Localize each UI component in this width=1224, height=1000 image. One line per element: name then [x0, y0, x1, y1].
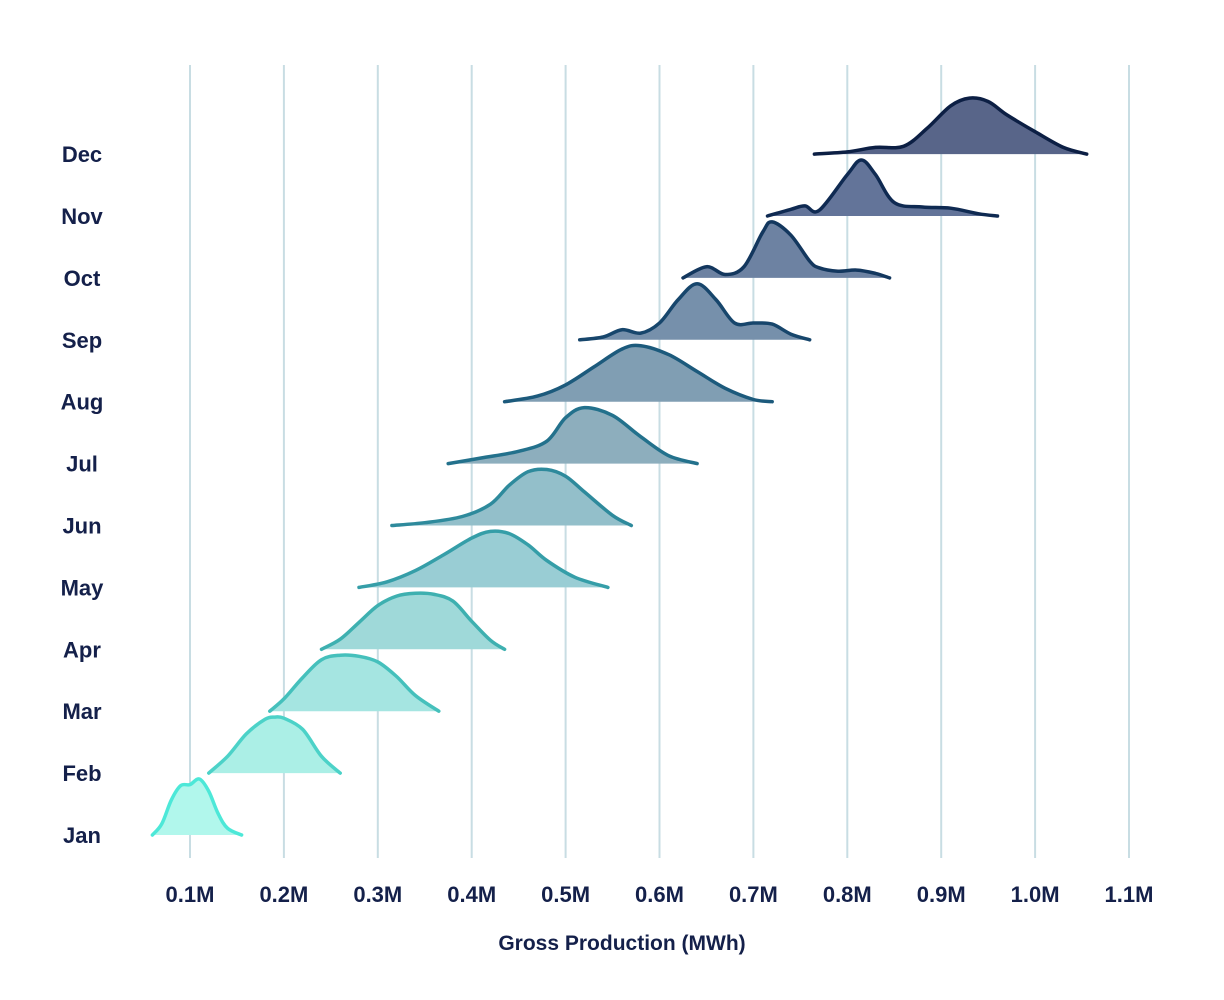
ridge-area: [391, 469, 632, 526]
month-label: Sep: [62, 328, 102, 353]
ridge-mar: [268, 653, 441, 713]
ridge-outline: [577, 282, 812, 342]
ridge-jul: [446, 405, 699, 466]
ridge-sep: [577, 282, 812, 342]
ridge-outline: [765, 158, 1000, 218]
month-label: Aug: [61, 390, 104, 415]
x-tick-label: 0.7M: [729, 882, 778, 907]
ridge-jun: [390, 467, 634, 528]
month-label: Jan: [63, 823, 101, 848]
ridge-area: [269, 654, 439, 712]
ridge-outline: [390, 467, 634, 528]
x-tick-label: 0.1M: [166, 882, 215, 907]
x-tick-label: 0.9M: [917, 882, 966, 907]
month-label: Nov: [61, 204, 103, 229]
ridge-aug: [502, 343, 774, 404]
month-label: Jun: [62, 514, 101, 539]
x-tick-label: 1.0M: [1011, 882, 1060, 907]
x-tick-label: 0.8M: [823, 882, 872, 907]
x-tick-label: 0.3M: [353, 882, 402, 907]
x-tick-label: 0.5M: [541, 882, 590, 907]
ridge-nov: [765, 158, 1000, 218]
month-label: Dec: [62, 142, 102, 167]
ridge-outline: [446, 405, 699, 466]
ridge-area: [321, 593, 505, 650]
ridge-outline: [150, 777, 244, 837]
ridge-apr: [319, 591, 507, 652]
ridge-jan: [150, 777, 244, 837]
x-tick-label: 0.6M: [635, 882, 684, 907]
month-labels: Dec Nov Oct Sep Aug Jul Jun May Apr Mar Feb Jan: [61, 142, 105, 848]
ridge-area: [152, 778, 242, 835]
ridge-outline: [357, 529, 610, 590]
ridge-feb: [207, 715, 342, 775]
ridge-area: [448, 407, 698, 464]
x-tick-label: 0.2M: [259, 882, 308, 907]
ridge-outline: [319, 591, 507, 652]
month-label: Jul: [66, 452, 98, 477]
month-label: Apr: [63, 637, 101, 662]
ridge-outline: [207, 715, 342, 775]
ridge-area: [504, 345, 773, 402]
month-label: Oct: [64, 266, 101, 291]
ridge-area: [208, 716, 341, 774]
month-label: Mar: [62, 699, 102, 724]
ridge-oct: [681, 220, 892, 280]
ridge-outline: [268, 653, 441, 713]
x-tick-label: 1.1M: [1105, 882, 1154, 907]
ridge-outline: [681, 220, 892, 280]
x-axis-title: Gross Production (MWh): [498, 932, 745, 955]
month-label: Feb: [62, 761, 101, 786]
month-label: May: [61, 575, 105, 600]
ridge-may: [357, 529, 610, 590]
ridge-outline: [812, 96, 1089, 156]
ridge-area: [683, 221, 890, 278]
ridges: [150, 96, 1089, 837]
x-tick-label: 0.4M: [447, 882, 496, 907]
x-tick-labels: 0.1M 0.2M 0.3M 0.4M 0.5M 0.6M 0.7M 0.8M 0.9M 1.0M…: [166, 882, 1154, 907]
ridge-area: [359, 531, 608, 588]
ridge-area: [579, 283, 810, 340]
ridge-outline: [502, 343, 774, 404]
ridge-dec: [812, 96, 1089, 156]
ridge-area: [814, 97, 1087, 155]
